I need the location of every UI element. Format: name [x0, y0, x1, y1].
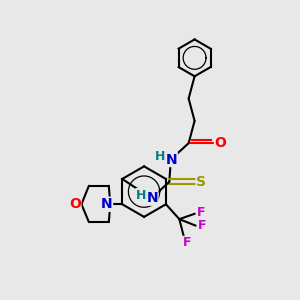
- Text: F: F: [198, 219, 206, 232]
- Text: F: F: [197, 206, 206, 219]
- Text: N: N: [146, 191, 158, 205]
- Text: F: F: [183, 236, 192, 249]
- Text: S: S: [196, 175, 206, 189]
- Text: N: N: [101, 197, 112, 211]
- Text: O: O: [69, 197, 81, 211]
- Text: H: H: [155, 150, 166, 163]
- Text: N: N: [166, 152, 177, 167]
- Text: O: O: [214, 136, 226, 150]
- Text: H: H: [136, 189, 146, 202]
